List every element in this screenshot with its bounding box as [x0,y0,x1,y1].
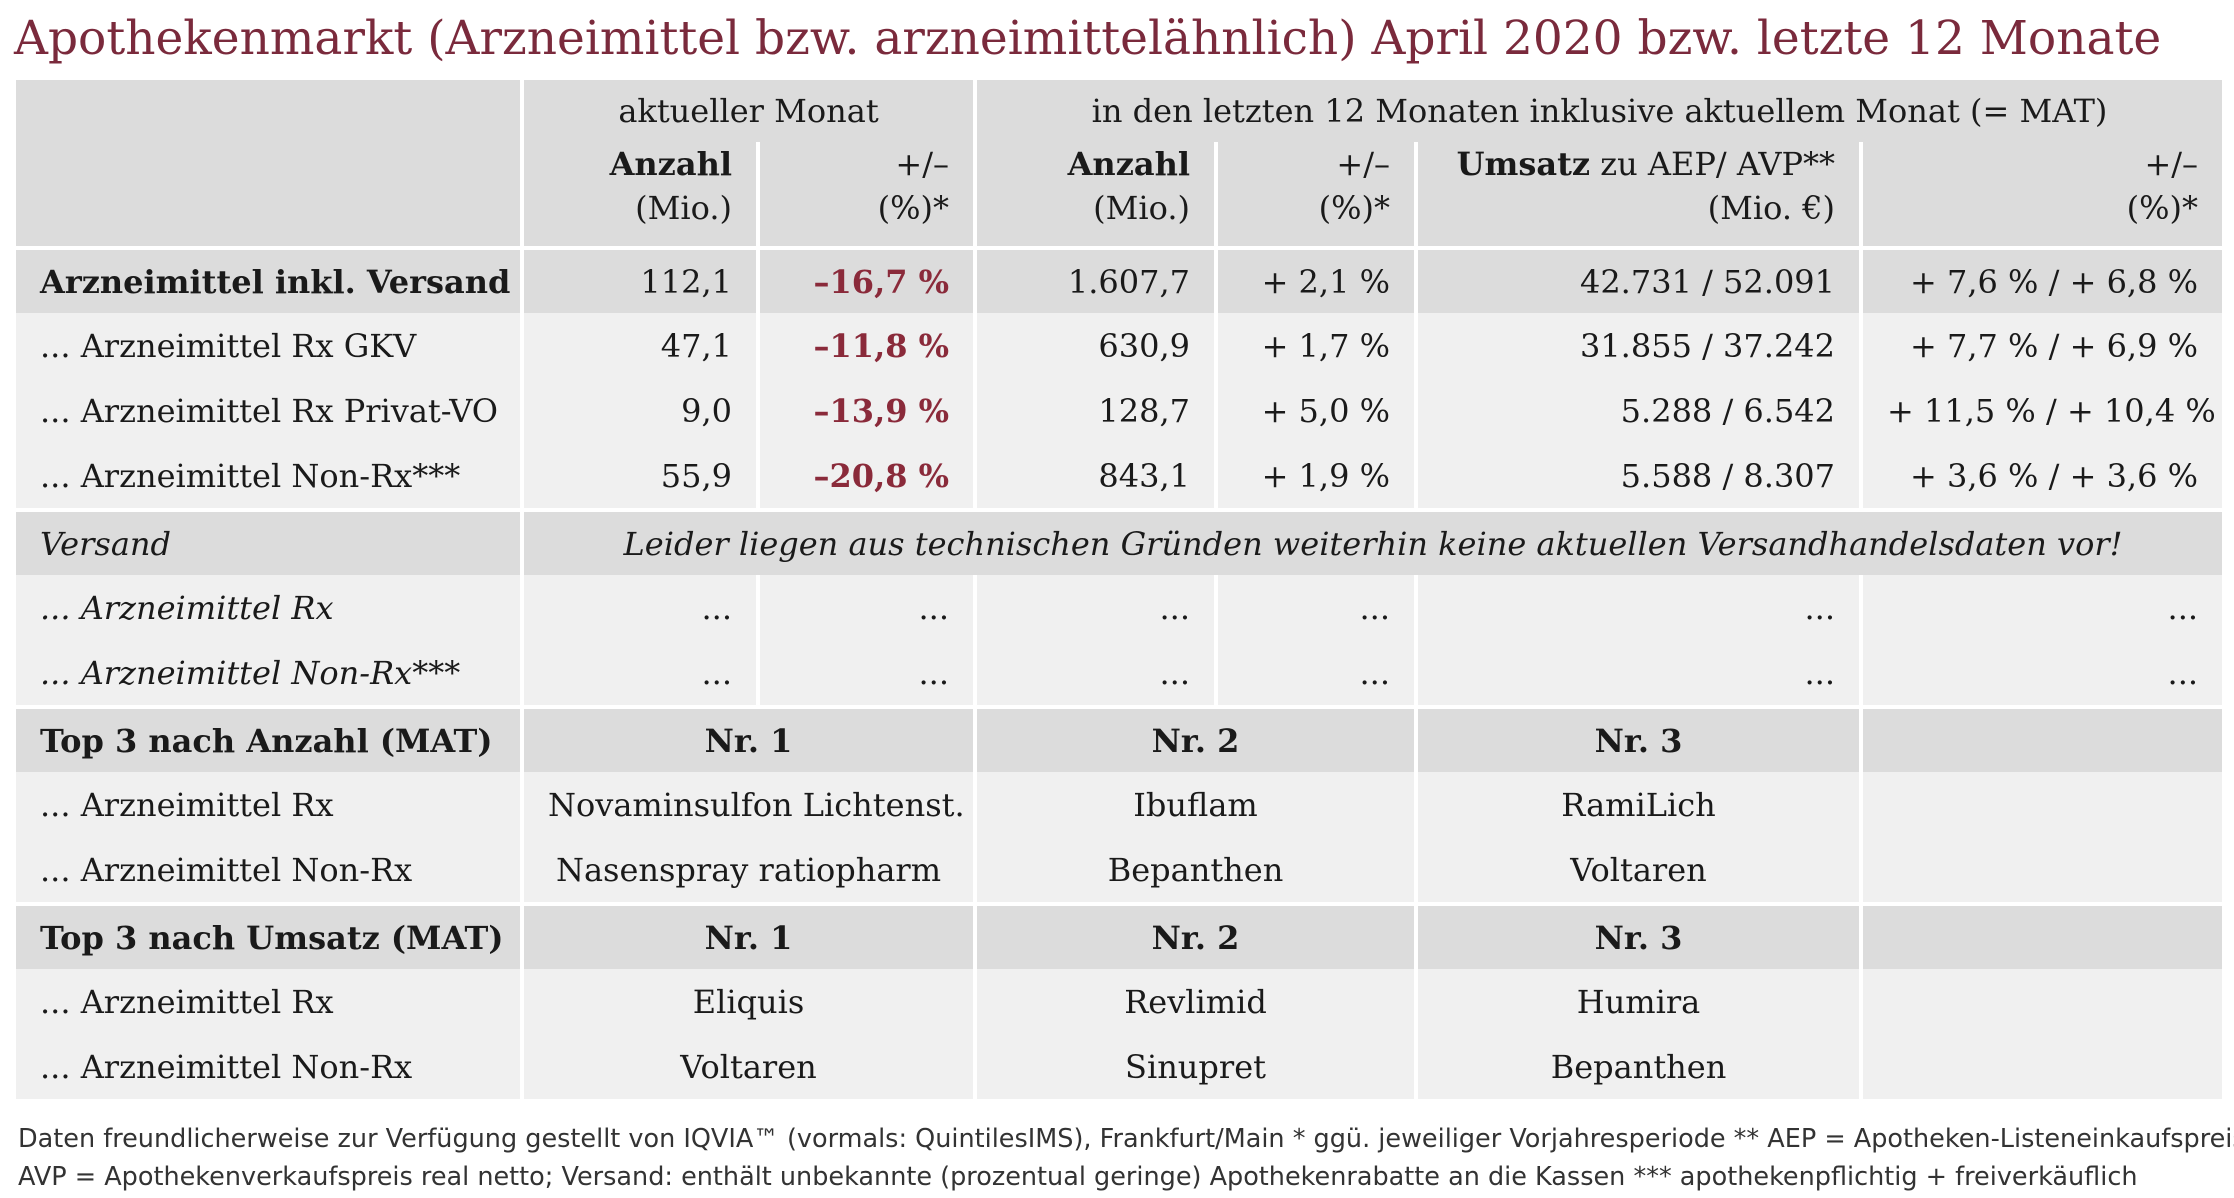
footnote-line-1: Daten freundlicherweise zur Verfügung ge… [18,1124,2234,1154]
table-row: ... Arzneimittel Rx ... ... ... ... ... … [16,575,2223,640]
header-umsatz-change: +/– (%)* [1859,142,2223,248]
header-row-groups: aktueller Monat in den letzten 12 Monate… [16,80,2223,142]
table-row: ... Arzneimittel Rx Privat-VO 9,0 –13,9 … [16,378,2223,443]
header-row-columns: Anzahl (Mio.) +/– (%)* Anzahl (Mio.) +/– (%)… [16,142,2223,248]
versand-note: Leider liegen aus technischen Gründen we… [519,508,2223,575]
header-group-mat: in den letzten 12 Monaten inklusive aktu… [973,80,2223,142]
header-change-pct-mat: +/– (%)* [1214,142,1417,248]
header-empty-cell [16,80,522,142]
top-umsatz-header-row: Top 3 nach Umsatz (MAT) Nr. 1 Nr. 2 Nr. … [16,902,2223,969]
header-umsatz: Umsatz zu AEP/ AVP** (Mio. €) [1414,142,1862,248]
table-row: ... Arzneimittel Non-Rx*** ... ... ... .… [16,640,2223,707]
page-title: Apothekenmarkt (Arzneimittel bzw. arznei… [14,11,2162,66]
table-row: Arzneimittel inkl. Versand 112,1 –16,7 %… [16,246,2223,313]
header-anzahl: Anzahl (Mio.) [520,142,758,248]
table-row: ... Arzneimittel Non-Rx*** 55,9 –20,8 % … [16,443,2223,510]
table-row: ... Arzneimittel Rx Eliquis Revlimid Hum… [16,969,2223,1034]
table-row: ... Arzneimittel Rx GKV 47,1 –11,8 % 630… [16,313,2223,378]
header-empty-cell [16,142,522,248]
header-group-current-month: aktueller Monat [519,80,976,142]
header-anzahl-mat: Anzahl (Mio.) [973,142,1217,248]
footnote-line-2: AVP = Apothekenverkaufspreis real netto;… [18,1162,2138,1192]
table-row: ... Arzneimittel Rx Novaminsulfon Lichte… [16,772,2223,837]
market-table: aktueller Monat in den letzten 12 Monate… [16,80,2223,1099]
table-row: ... Arzneimittel Non-Rx Voltaren Sinupre… [16,1034,2223,1099]
top-anzahl-header-row: Top 3 nach Anzahl (MAT) Nr. 1 Nr. 2 Nr. … [16,705,2223,772]
versand-header-row: Versand Leider liegen aus technischen Gr… [16,508,2223,575]
header-change-pct: +/– (%)* [755,142,976,248]
footnote: Daten freundlicherweise zur Verfügung ge… [18,1120,2234,1196]
table-row: ... Arzneimittel Non-Rx Nasenspray ratio… [16,837,2223,904]
